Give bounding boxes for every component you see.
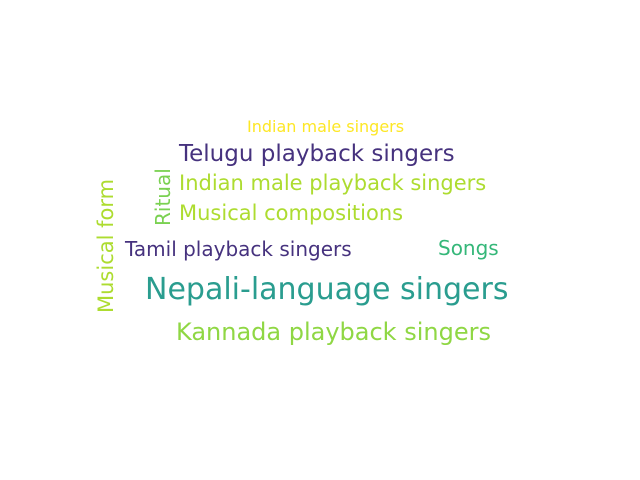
word-indian-male-playback-singers: Indian male playback singers — [179, 171, 487, 195]
word-kannada-playback-singers: Kannada playback singers — [176, 318, 491, 346]
word-telugu-playback-singers: Telugu playback singers — [179, 141, 455, 167]
word-ritual: Ritual — [151, 168, 175, 226]
word-musical-compositions: Musical compositions — [179, 201, 404, 225]
word-nepali-language-singers: Nepali-language singers — [145, 272, 509, 307]
word-tamil-playback-singers: Tamil playback singers — [125, 237, 352, 261]
word-musical-form: Musical form — [94, 178, 118, 313]
word-indian-male-singers: Indian male singers — [247, 117, 405, 136]
word-songs: Songs — [438, 236, 499, 260]
